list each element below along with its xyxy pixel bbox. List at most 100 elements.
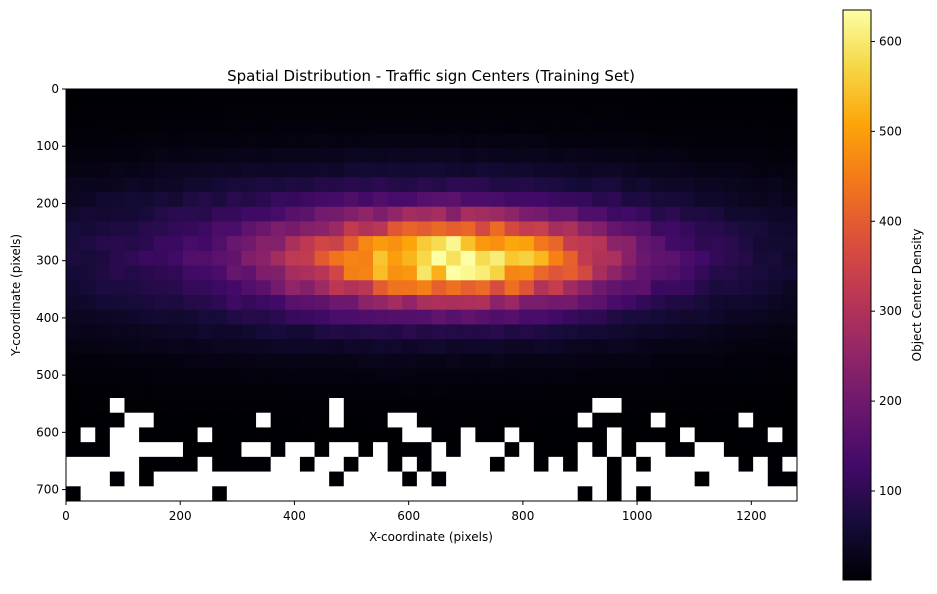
heatmap-cell bbox=[285, 412, 301, 428]
heatmap-cell bbox=[533, 427, 549, 443]
heatmap-cell bbox=[694, 398, 710, 414]
heatmap-cell bbox=[139, 368, 155, 384]
heatmap-cell bbox=[109, 118, 125, 134]
heatmap-cell bbox=[343, 412, 359, 428]
heatmap-cell bbox=[475, 206, 491, 222]
heatmap-cell bbox=[489, 442, 505, 458]
heatmap-cell bbox=[723, 383, 739, 399]
heatmap-cell bbox=[197, 280, 213, 296]
heatmap-cell bbox=[197, 221, 213, 237]
heatmap-cell bbox=[314, 103, 330, 119]
heatmap-cell bbox=[387, 133, 403, 149]
heatmap-cell bbox=[475, 295, 491, 311]
heatmap-cell bbox=[577, 442, 593, 458]
heatmap-cell bbox=[387, 103, 403, 119]
heatmap-cell bbox=[533, 486, 549, 502]
heatmap-cell bbox=[709, 133, 725, 149]
heatmap-cell bbox=[182, 353, 198, 369]
heatmap-cell bbox=[387, 250, 403, 266]
heatmap-cell bbox=[548, 118, 564, 134]
heatmap-cell bbox=[680, 162, 696, 178]
heatmap-cell bbox=[212, 442, 228, 458]
heatmap-cell bbox=[723, 339, 739, 355]
heatmap-cell bbox=[650, 398, 666, 414]
heatmap-cell bbox=[416, 486, 432, 502]
heatmap-cell bbox=[533, 398, 549, 414]
heatmap-cell bbox=[782, 103, 798, 119]
heatmap-cell bbox=[738, 221, 754, 237]
heatmap-cell bbox=[446, 427, 462, 443]
heatmap-cell bbox=[446, 221, 462, 237]
heatmap-cell bbox=[168, 133, 184, 149]
heatmap-cell bbox=[256, 353, 272, 369]
heatmap-cell bbox=[373, 309, 389, 325]
heatmap-cell bbox=[343, 442, 359, 458]
heatmap-cell bbox=[168, 280, 184, 296]
heatmap-cell bbox=[124, 147, 140, 163]
heatmap-cell bbox=[153, 412, 169, 428]
colorbar-ticks: 100 200 300 400 500 600 bbox=[871, 34, 902, 498]
heatmap-cell bbox=[489, 250, 505, 266]
heatmap-cell bbox=[299, 324, 315, 340]
heatmap-cell bbox=[124, 177, 140, 193]
heatmap-cell bbox=[124, 427, 140, 443]
heatmap-cell bbox=[168, 398, 184, 414]
heatmap-cell bbox=[358, 398, 374, 414]
heatmap-cell bbox=[66, 368, 82, 384]
heatmap-cell bbox=[782, 412, 798, 428]
heatmap-cell bbox=[329, 265, 345, 281]
heatmap-cell bbox=[680, 89, 696, 105]
heatmap-cell bbox=[416, 383, 432, 399]
heatmap-cell bbox=[753, 177, 769, 193]
heatmap-cell bbox=[621, 412, 637, 428]
heatmap-cell bbox=[314, 353, 330, 369]
heatmap-cell bbox=[182, 295, 198, 311]
y-tick-label: 0 bbox=[51, 82, 59, 96]
heatmap-cell bbox=[314, 412, 330, 428]
heatmap-cell bbox=[753, 427, 769, 443]
heatmap-cell bbox=[95, 221, 111, 237]
heatmap-cell bbox=[226, 309, 242, 325]
heatmap-cell bbox=[694, 236, 710, 252]
heatmap-cell bbox=[358, 177, 374, 193]
heatmap-cell bbox=[680, 427, 696, 443]
heatmap-cell bbox=[431, 353, 447, 369]
heatmap-cell bbox=[139, 309, 155, 325]
heatmap-cell bbox=[753, 103, 769, 119]
heatmap-cell bbox=[153, 206, 169, 222]
heatmap-cell bbox=[606, 309, 622, 325]
heatmap-cell bbox=[533, 177, 549, 193]
heatmap-cell bbox=[533, 206, 549, 222]
heatmap-cell bbox=[563, 265, 579, 281]
heatmap-cell bbox=[592, 456, 608, 472]
heatmap-cell bbox=[109, 280, 125, 296]
heatmap-cell bbox=[358, 442, 374, 458]
heatmap-cell bbox=[285, 162, 301, 178]
heatmap-cell bbox=[285, 221, 301, 237]
heatmap-cell bbox=[402, 118, 418, 134]
heatmap-cell bbox=[548, 133, 564, 149]
heatmap-cell bbox=[694, 206, 710, 222]
heatmap-cell bbox=[139, 486, 155, 502]
heatmap-cell bbox=[343, 295, 359, 311]
heatmap-cell bbox=[197, 486, 213, 502]
heatmap-cell bbox=[680, 295, 696, 311]
heatmap-cell bbox=[241, 412, 257, 428]
heatmap-cell bbox=[387, 89, 403, 105]
heatmap-cell bbox=[197, 192, 213, 208]
heatmap-cell bbox=[197, 89, 213, 105]
heatmap-cell bbox=[358, 309, 374, 325]
heatmap-cell bbox=[329, 324, 345, 340]
heatmap-cell bbox=[139, 353, 155, 369]
heatmap-cell bbox=[489, 324, 505, 340]
heatmap-cell bbox=[519, 383, 535, 399]
heatmap-cell bbox=[650, 250, 666, 266]
heatmap-cell bbox=[665, 250, 681, 266]
heatmap-cell bbox=[343, 206, 359, 222]
heatmap-cell bbox=[299, 456, 315, 472]
heatmap-cell bbox=[153, 177, 169, 193]
heatmap-cell bbox=[694, 486, 710, 502]
heatmap-cell bbox=[431, 486, 447, 502]
heatmap-cell bbox=[548, 368, 564, 384]
